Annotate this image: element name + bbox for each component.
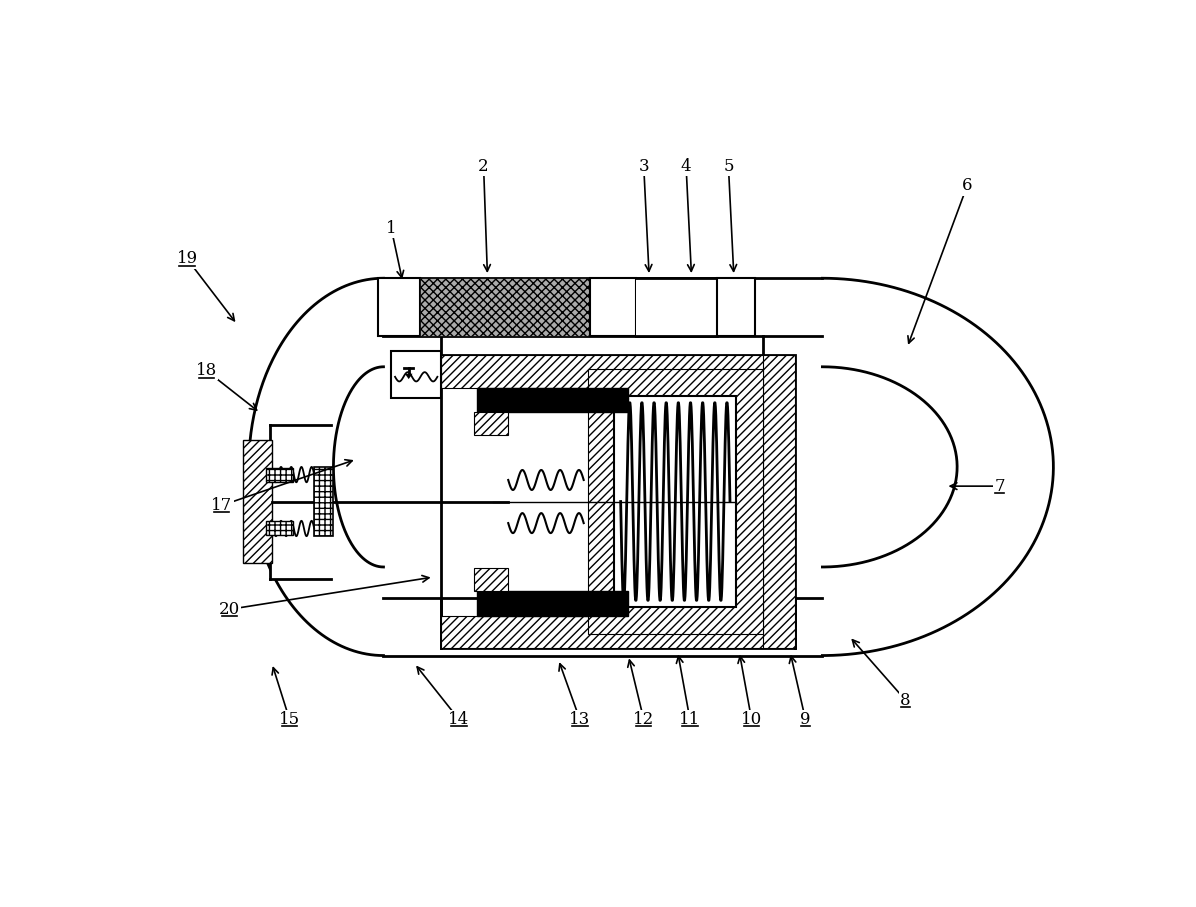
Text: 10: 10 — [742, 711, 762, 728]
Bar — [477, 387, 628, 412]
Bar — [378, 278, 421, 336]
Text: 18: 18 — [196, 362, 216, 379]
Text: 17: 17 — [212, 497, 232, 514]
Text: 8: 8 — [901, 692, 911, 708]
Bar — [384, 278, 823, 656]
Bar — [590, 278, 636, 336]
Bar — [266, 521, 293, 534]
Bar — [587, 369, 763, 634]
Bar — [763, 356, 795, 648]
Bar — [615, 396, 737, 607]
Bar — [716, 278, 756, 336]
Bar — [266, 468, 293, 483]
Bar — [243, 440, 271, 563]
Text: 2: 2 — [478, 158, 489, 175]
Text: 9: 9 — [800, 711, 811, 728]
Bar — [474, 412, 508, 435]
Bar — [441, 356, 795, 648]
Bar — [477, 590, 628, 616]
Text: 7: 7 — [994, 478, 1005, 494]
Text: 19: 19 — [177, 250, 197, 268]
Bar — [391, 351, 441, 397]
Text: 5: 5 — [724, 158, 733, 175]
Bar — [441, 616, 795, 648]
Text: 20: 20 — [219, 600, 240, 618]
Polygon shape — [405, 374, 413, 379]
Bar — [636, 278, 716, 336]
Text: 3: 3 — [639, 158, 649, 175]
Text: 13: 13 — [569, 711, 591, 728]
Text: 6: 6 — [962, 178, 972, 194]
Bar — [315, 467, 334, 536]
Bar — [474, 568, 508, 590]
Text: 14: 14 — [448, 711, 470, 728]
Text: 15: 15 — [279, 711, 300, 728]
Text: 12: 12 — [633, 711, 654, 728]
Bar — [441, 356, 795, 387]
Text: 1: 1 — [386, 219, 397, 237]
Bar — [441, 356, 795, 648]
Text: 11: 11 — [679, 711, 701, 728]
Bar — [153, 109, 1073, 277]
Bar — [615, 396, 737, 607]
Bar — [587, 369, 763, 634]
Bar — [269, 424, 331, 579]
Bar — [391, 351, 441, 397]
Bar — [421, 278, 590, 336]
Text: 4: 4 — [681, 158, 691, 175]
